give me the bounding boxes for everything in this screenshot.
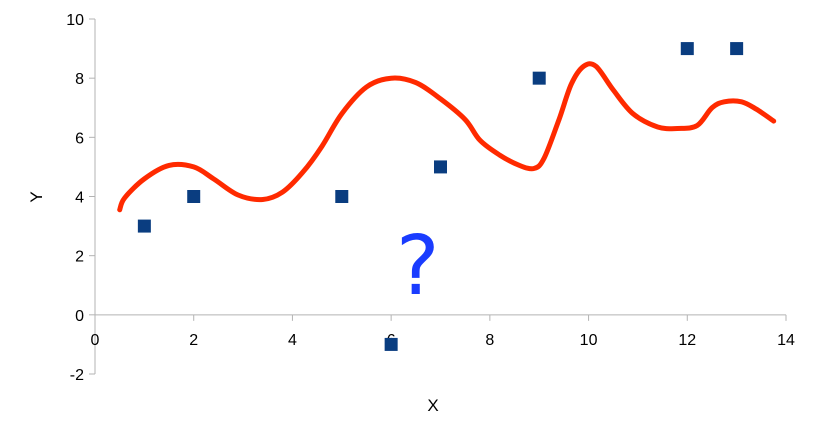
- x-tick-label: 8: [485, 332, 494, 349]
- x-tick-label: 12: [678, 332, 696, 349]
- y-tick-label: 10: [66, 12, 84, 29]
- x-tick-label: 14: [777, 332, 795, 349]
- annotation-layer: ?: [396, 219, 440, 314]
- axes: -2024681002468101214: [66, 12, 795, 384]
- question-mark-annotation: ?: [396, 219, 440, 314]
- x-tick-label: 0: [91, 332, 100, 349]
- data-point: [730, 42, 744, 56]
- data-point: [187, 190, 201, 203]
- curve-layer: [117, 61, 777, 213]
- x-tick-label: 2: [189, 332, 198, 349]
- drawn-curve: [117, 61, 777, 213]
- y-tick-label: 2: [75, 249, 84, 266]
- x-tick-label: 10: [580, 332, 598, 349]
- x-axis-title: X: [427, 396, 438, 415]
- x-tick-label: 4: [288, 332, 297, 349]
- y-axis-title: Y: [27, 191, 46, 202]
- data-point: [532, 71, 546, 85]
- data-point: [137, 219, 151, 233]
- points-layer: [137, 42, 744, 351]
- y-tick-label: 0: [75, 308, 84, 325]
- y-tick-label: -2: [70, 367, 84, 384]
- data-point: [434, 160, 447, 174]
- data-point: [680, 42, 694, 56]
- y-tick-label: 8: [75, 71, 84, 88]
- y-tick-label: 4: [75, 190, 84, 207]
- data-point: [384, 337, 398, 351]
- y-tick-label: 6: [75, 130, 84, 147]
- data-point: [335, 190, 349, 203]
